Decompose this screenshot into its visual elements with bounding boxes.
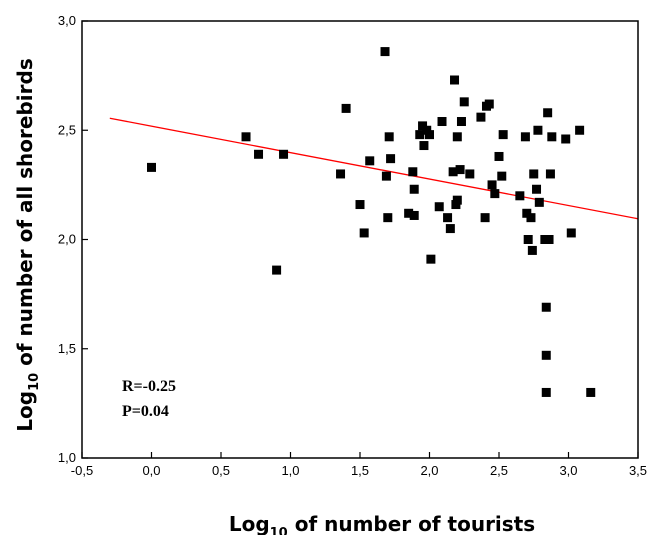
data-point xyxy=(448,167,458,177)
ticks-layer: -0,5 0,0 0,5 1,0 1,5 2,0 2,5 3,0 3,5 1,0 1,5 2,0 2,5… xyxy=(58,13,647,478)
x-tick-label: 2,5 xyxy=(490,463,508,478)
data-point xyxy=(381,171,391,181)
data-point xyxy=(341,103,351,113)
data-point xyxy=(365,156,375,166)
data-point xyxy=(586,387,596,397)
x-tick-label: 0,5 xyxy=(212,463,230,478)
data-point xyxy=(476,112,486,122)
data-point xyxy=(527,245,537,255)
data-point xyxy=(490,189,500,199)
data-point xyxy=(450,75,460,85)
data-point xyxy=(465,169,475,179)
y-axis-title: Log10 of number of all shorebirds xyxy=(13,58,42,431)
data-point xyxy=(494,151,504,161)
data-point xyxy=(419,141,429,151)
data-point xyxy=(241,132,251,142)
data-point xyxy=(541,350,551,360)
data-point xyxy=(279,149,289,159)
data-point xyxy=(425,130,434,140)
data-point xyxy=(380,47,390,57)
data-point xyxy=(533,125,543,135)
data-point xyxy=(534,197,544,207)
data-point xyxy=(437,117,447,127)
data-point xyxy=(547,132,557,142)
x-axis-title: Log10 of number of tourists xyxy=(229,512,535,535)
data-point xyxy=(452,195,462,205)
data-point xyxy=(544,235,554,244)
data-point xyxy=(445,224,455,234)
data-point xyxy=(526,213,536,223)
data-point xyxy=(336,169,346,179)
y-tick-label: 2,0 xyxy=(58,232,76,247)
x-tick-label: 0,0 xyxy=(142,463,160,478)
y-tick-label: 3,0 xyxy=(58,13,76,28)
data-point xyxy=(541,302,551,312)
y-tick-label: 1,5 xyxy=(58,341,76,356)
y-axis-title-subscript: 10 xyxy=(27,373,42,391)
x-axis-title-subscript: 10 xyxy=(270,526,288,535)
data-point xyxy=(254,149,264,159)
x-tick-label: 3,5 xyxy=(629,463,647,478)
data-point xyxy=(452,132,462,142)
data-point xyxy=(487,180,497,190)
data-point xyxy=(480,213,490,223)
data-point xyxy=(359,228,369,238)
y-tick-label: 1,0 xyxy=(58,450,76,465)
data-point xyxy=(484,99,494,109)
x-tick-label: 1,5 xyxy=(351,463,369,478)
data-point xyxy=(566,228,576,238)
x-axis-title-suffix: of number of tourists xyxy=(288,512,535,535)
y-axis-title-prefix: Log xyxy=(13,391,37,432)
x-tick-label: 1,0 xyxy=(281,463,299,478)
data-point xyxy=(543,108,553,118)
x-axis-title-prefix: Log xyxy=(229,512,270,535)
data-point xyxy=(409,210,419,220)
data-point xyxy=(409,184,419,194)
data-point xyxy=(456,117,466,127)
data-point xyxy=(147,162,156,172)
r-annotation: R=-0.25 xyxy=(122,378,176,395)
data-point xyxy=(523,235,533,244)
data-point xyxy=(497,171,507,181)
data-point xyxy=(515,191,525,201)
x-tick-label: -0,5 xyxy=(71,463,93,478)
points-layer xyxy=(147,47,596,397)
data-point xyxy=(459,97,469,107)
data-point xyxy=(386,154,396,164)
data-point xyxy=(541,387,551,397)
data-point xyxy=(355,200,365,210)
x-tick-label: 3,0 xyxy=(559,463,577,478)
data-point xyxy=(545,169,555,179)
regression-line xyxy=(109,117,639,220)
data-point xyxy=(384,132,394,142)
y-tick-label: 2,5 xyxy=(58,122,76,137)
data-point xyxy=(434,202,444,212)
data-point xyxy=(575,125,585,135)
data-point xyxy=(426,254,436,264)
data-point xyxy=(408,167,418,177)
data-point xyxy=(404,208,414,218)
y-axis-title-suffix: of number of all shorebirds xyxy=(13,58,37,373)
x-tick-label: 2,0 xyxy=(420,463,438,478)
data-point xyxy=(532,184,542,194)
data-point xyxy=(272,265,282,275)
data-point xyxy=(383,213,393,223)
data-point xyxy=(529,169,539,179)
data-point xyxy=(520,132,530,142)
p-annotation: P=0.04 xyxy=(122,403,169,420)
data-point xyxy=(561,134,571,144)
data-point xyxy=(498,130,508,140)
fit-line-layer xyxy=(109,117,639,220)
data-point xyxy=(443,213,453,223)
data-point xyxy=(415,130,425,140)
data-point xyxy=(455,165,465,175)
